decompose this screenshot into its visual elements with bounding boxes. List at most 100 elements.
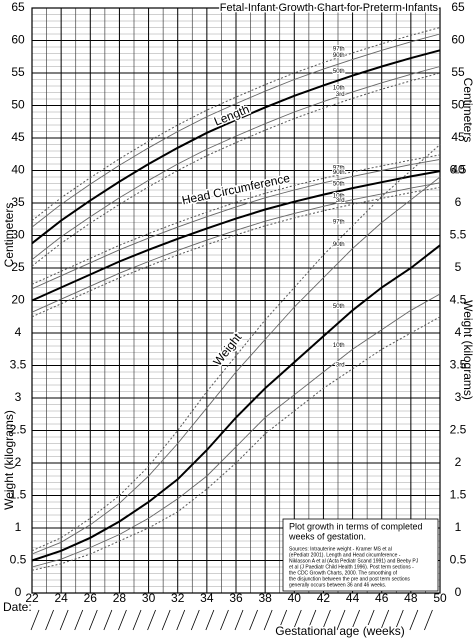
note-title: Plot growth in terms of completed [289,521,423,531]
date-slash [409,609,419,631]
date-slash [336,609,346,631]
y-tick-label-right: 45 [451,130,465,144]
date-slash [380,609,390,631]
percentile-label: 3rd [336,362,345,368]
y2-tick-label-right: 2.5 [450,423,467,437]
percentile-curve [31,49,441,245]
percentile-curve [31,27,441,221]
percentile-label: 10th [333,85,345,91]
percentile-label: 10th [333,343,345,349]
y-axis-title-right: Centimeters [461,78,475,143]
percentile-label: 50th [333,182,345,188]
y2-tick-label-right: 4.5 [450,293,467,307]
y2-tick-label-right: 5 [455,260,462,274]
percentile-label: 97th [333,165,345,171]
y2-tick-label-right: 2 [455,455,462,469]
date-slash [88,609,98,631]
percentile-label: 3rd [336,92,345,98]
note-line: Niklasson A et al (Acta Pediatr Scand 19… [289,558,419,564]
y2-tick-label-right: 1.5 [450,488,467,502]
y2-tick-label-right: 1 [455,520,462,534]
x-tick-label: 24 [54,591,68,605]
y-tick-label: 25 [11,260,25,274]
percentile-curve [31,154,441,285]
y-tick-label: 65 [11,0,25,14]
percentile-label: 3rd [336,198,345,204]
y2-tick-label: 2 [15,455,22,469]
date-slash [59,609,69,631]
note-line: (ePediatr 2001). Length and Head circumf… [289,552,401,558]
x-tick-label: 44 [346,591,360,605]
y2-tick-label: 1 [15,520,22,534]
y2-tick-label: 2.5 [10,423,27,437]
curves [31,27,441,571]
y2-tick-label-right: 3 [455,390,462,404]
percentile-curve [31,316,441,571]
percentile-curve [31,33,441,228]
note-title: weeks of gestation. [288,531,366,541]
y-tick-label: 35 [11,195,25,209]
percentile-curve [31,244,441,562]
date-slash [278,609,288,631]
y2-tick-label-right: 3.5 [450,358,467,372]
y2-tick-label: 1.5 [10,488,27,502]
x-tick-label: 26 [84,591,98,605]
x-tick-label: 48 [404,591,418,605]
y2-tick-label: 3 [15,390,22,404]
y2-axis-title-right: Weight (kilograms) [461,300,475,400]
date-slash [190,609,200,631]
y2-tick-label-right: 4 [455,325,462,339]
y2-tick-label: 0.5 [10,553,27,567]
y2-tick-label-right: 0.5 [450,553,467,567]
date-slash [147,609,156,631]
y2-tick-label-right: 0 [455,585,462,599]
date-slash [351,609,360,631]
date-slash [161,609,171,631]
y-tick-label-right: 55 [451,65,465,79]
percentile-curve [31,144,441,552]
date-slash [205,609,215,631]
y-tick-label: 20 [11,293,25,307]
x-tick-label: 46 [375,591,389,605]
date-slash [74,609,84,631]
x-axis-title: Gestational age (weeks) [275,624,404,638]
note-line: generally occurs between 36 and 46 weeks… [289,582,386,588]
percentile-curve [31,72,441,267]
date-slash [307,609,317,631]
y-tick-label: 55 [11,65,25,79]
percentile-label: 90th [333,170,345,176]
percentile-curve [31,176,441,555]
percentile-curve [31,186,441,318]
percentile-label: 50th [333,69,345,75]
date-slash [249,609,258,631]
x-tick-label: 32 [171,591,185,605]
date-slash [118,609,127,631]
y2-axis-title: Weight (kilograms) [2,410,16,510]
x-tick-label: 42 [317,591,331,605]
x-tick-label: 50 [433,591,447,605]
percentile-curve [31,293,441,568]
percentile-label: 90th [333,242,345,248]
note-line: et al (J Paediatr Child Health 1996). Po… [289,564,414,570]
date-slash [394,609,404,631]
percentile-label: 97th [333,46,345,52]
y-tick-label: 45 [11,130,25,144]
date-slash [45,609,54,631]
y2-tick-label-right: 6.5 [450,163,467,177]
y-axis-title: Centimeters [2,203,16,268]
y2-tick-label: 0 [15,585,22,599]
y2-tick-label-right: 5.5 [450,228,467,242]
date-slash [424,609,433,631]
y2-tick-label: 3.5 [10,358,27,372]
date-slash [365,609,375,631]
y-tick-label: 40 [11,163,25,177]
date-slash [30,609,40,631]
percentile-curve [31,66,441,260]
x-tick-label: 30 [142,591,156,605]
percentile-curve [31,158,441,290]
y-tick-label: 30 [11,228,25,242]
x-tick-label: 40 [288,591,302,605]
date-label: Date: [3,600,32,614]
y2-tick-label: 4 [15,325,22,339]
percentile-curve [31,182,441,313]
